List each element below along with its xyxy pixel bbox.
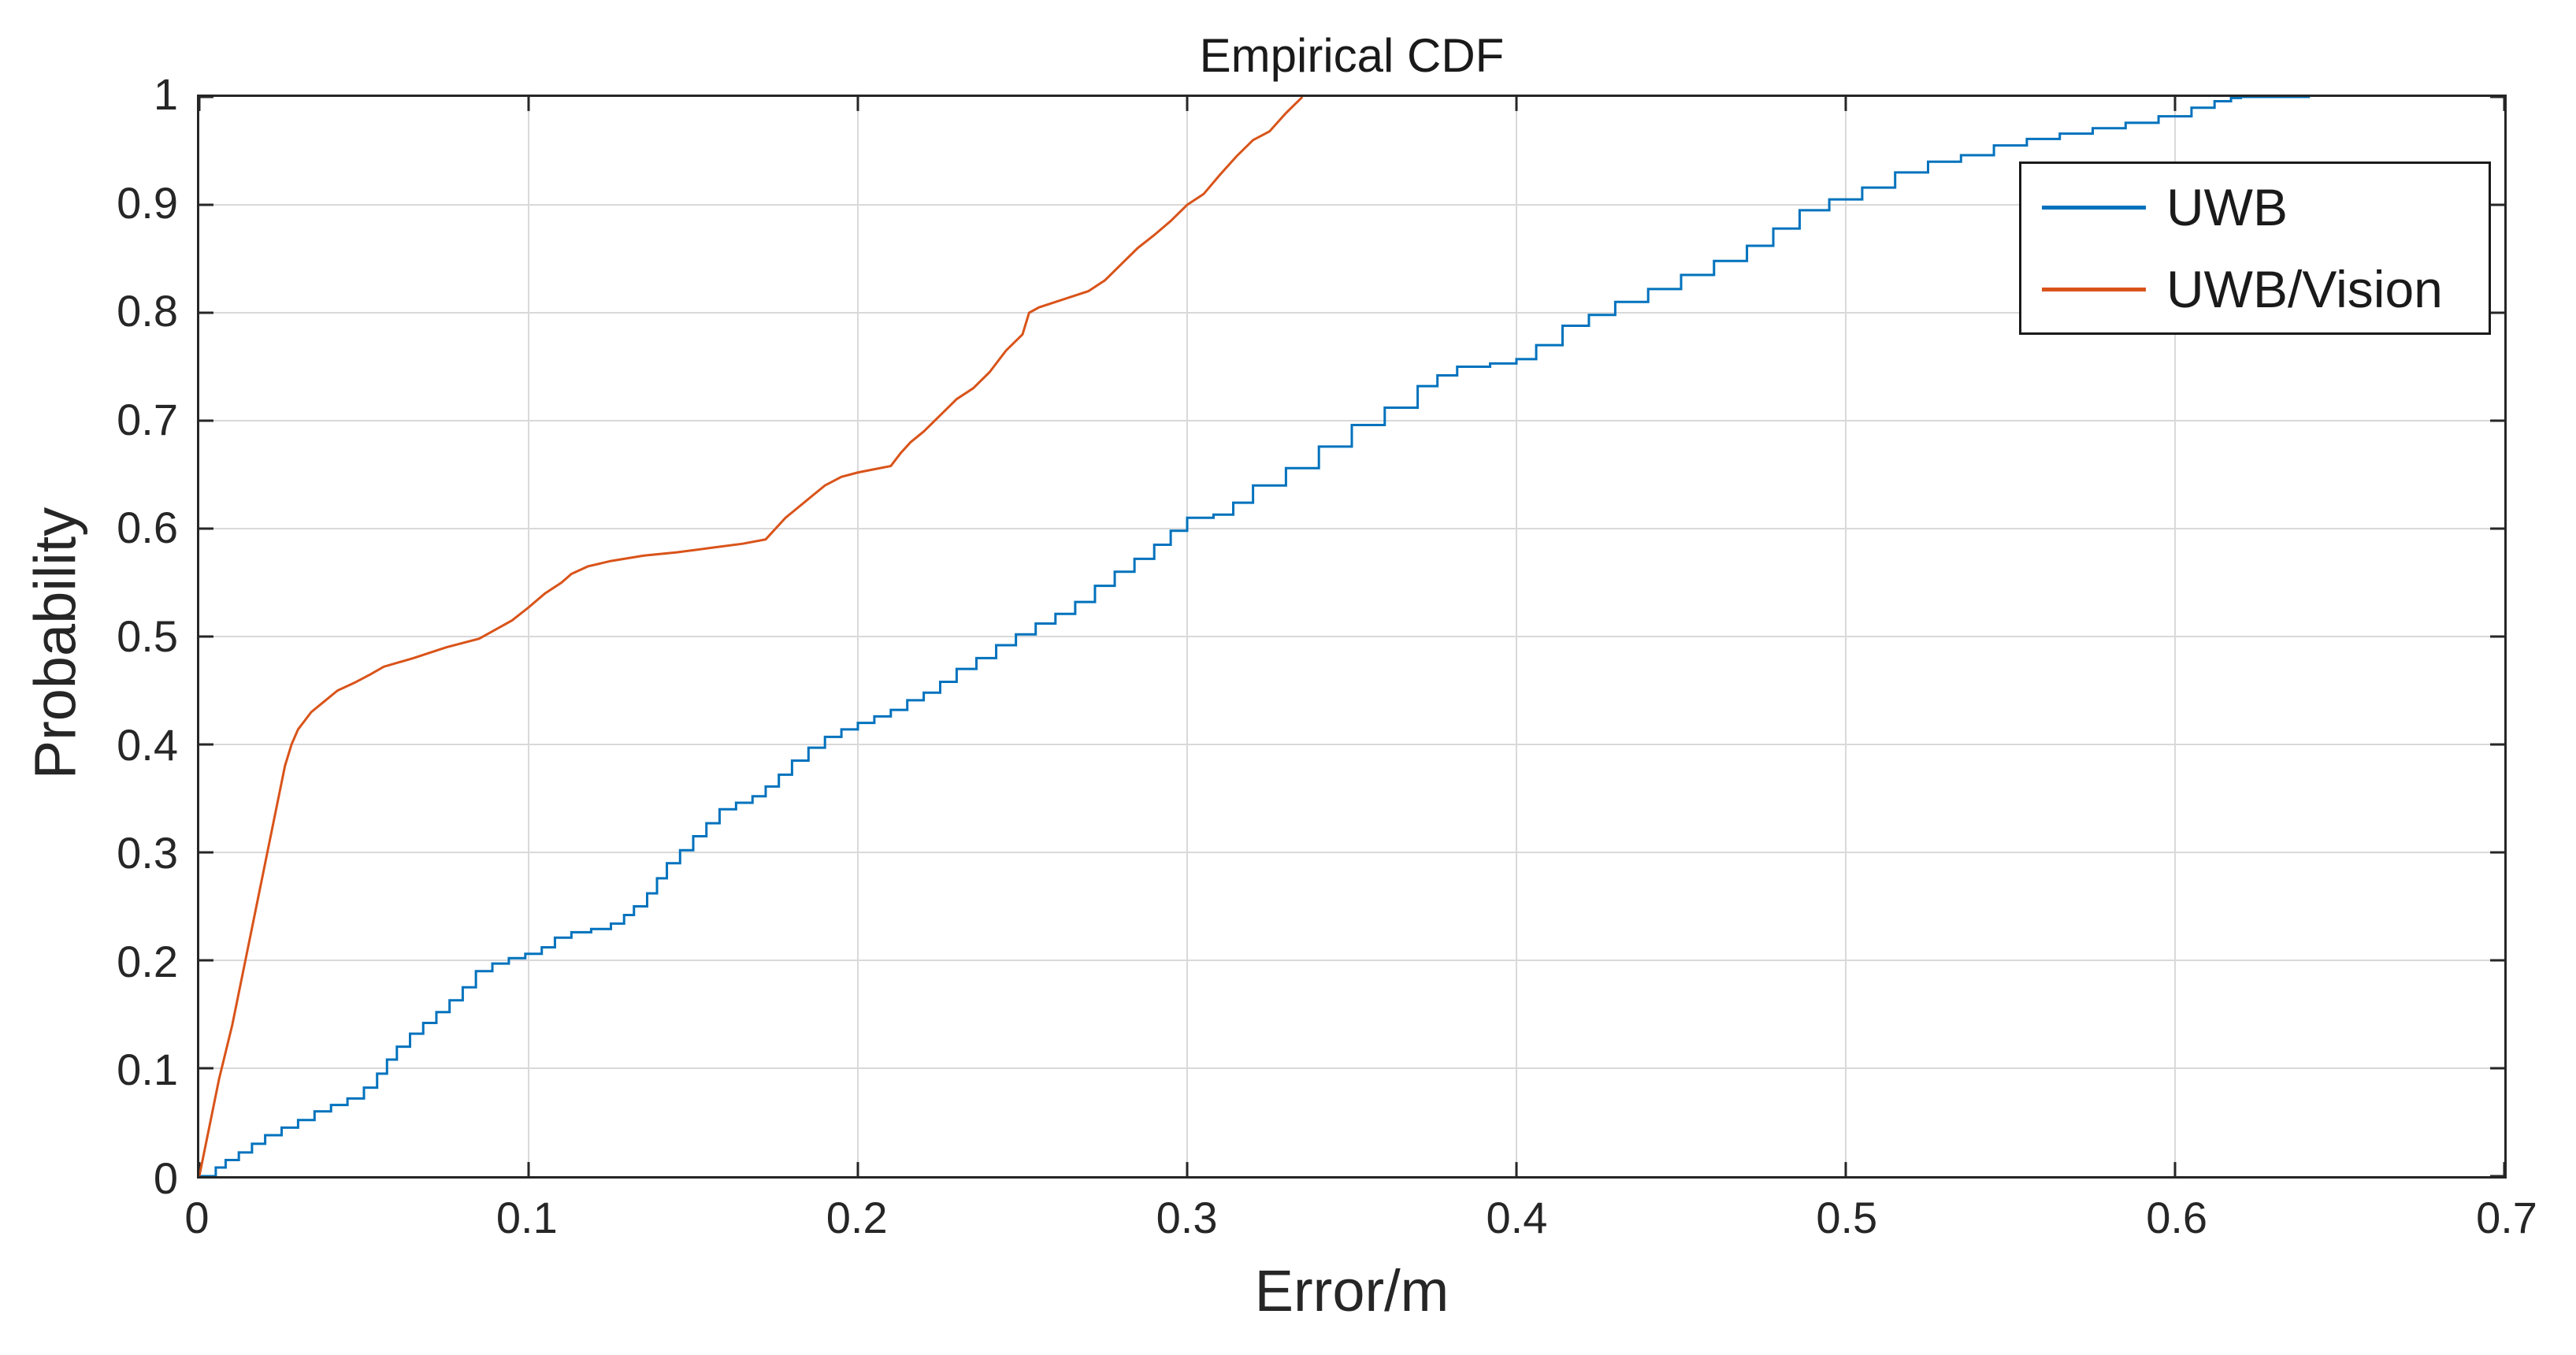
- series-uwb-vision: [199, 97, 1302, 1176]
- cdf-plot-svg: [199, 97, 2504, 1176]
- legend-line-sample-uwb-vision: [2042, 287, 2146, 291]
- y-tick-label: 0.4: [117, 719, 178, 770]
- x-tick-label: 0.1: [496, 1193, 558, 1242]
- legend-line-sample-uwb: [2042, 205, 2146, 210]
- legend-box: UWB UWB/Vision: [2019, 161, 2491, 335]
- x-axis-label: Error/m: [1254, 1258, 1449, 1323]
- legend-item-uwb: UWB: [2021, 180, 2489, 235]
- y-tick-label: 0.3: [117, 828, 178, 878]
- legend-label: UWB: [2166, 178, 2288, 236]
- y-tick-label: 1: [153, 69, 178, 119]
- y-tick-label: 0.8: [117, 286, 178, 336]
- x-tick-label: 0.7: [2476, 1193, 2537, 1242]
- y-tick-label: 0.1: [117, 1045, 178, 1095]
- page-title: Empirical CDF: [1199, 29, 1505, 82]
- x-tick-label: 0.3: [1156, 1193, 1218, 1242]
- series-uwb: [199, 97, 2310, 1176]
- x-tick-label: 0.6: [2146, 1193, 2208, 1242]
- x-tick-label: 0.5: [1816, 1193, 1878, 1242]
- y-tick-label: 0.6: [117, 503, 178, 553]
- y-tick-label: 0.2: [117, 936, 178, 986]
- y-tick-label: 0: [153, 1153, 178, 1203]
- x-tick-label: 0.2: [826, 1193, 888, 1242]
- y-tick-label: 0.5: [117, 611, 178, 661]
- y-tick-label: 0.7: [117, 394, 178, 444]
- x-tick-label: 0: [184, 1193, 210, 1242]
- legend-item-uwb-vision: UWB/Vision: [2021, 262, 2489, 317]
- legend-label: UWB/Vision: [2166, 260, 2443, 318]
- y-tick-label: 0.9: [117, 177, 178, 228]
- x-tick-label: 0.4: [1486, 1193, 1548, 1242]
